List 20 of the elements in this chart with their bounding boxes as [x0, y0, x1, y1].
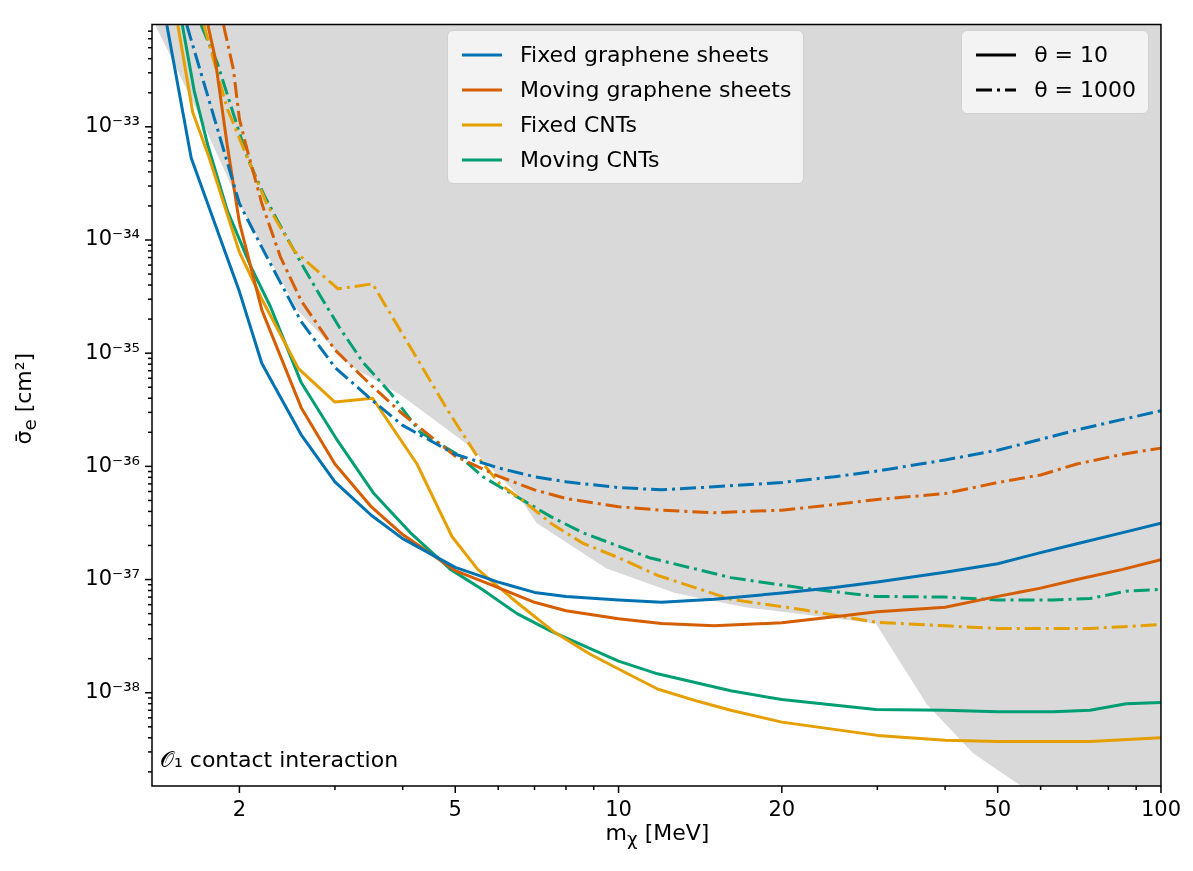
annotation: θ = 10: [1034, 42, 1108, 67]
x-tick-label: 5: [448, 797, 462, 822]
x-tick-label: 100: [1140, 797, 1182, 822]
y-tick-label: 10⁻³⁶: [85, 452, 140, 477]
x-axis-title: m$_{χ}$ [MeV]: [604, 820, 711, 850]
legend-label: Fixed graphene sheets: [520, 42, 769, 67]
y-tick-label: 10⁻³⁸: [85, 679, 140, 704]
legend-label: Fixed CNTs: [520, 112, 638, 137]
y-tick-label: 10⁻³⁵: [85, 339, 140, 364]
y-tick-label: 10⁻³³: [85, 113, 140, 138]
x-tick-label: 10: [605, 797, 632, 822]
x-tick-label: 2: [232, 797, 247, 822]
legend-label: Moving graphene sheets: [520, 77, 792, 102]
legend-label: Moving CNTs: [520, 147, 660, 172]
x-tick-label: 50: [984, 797, 1012, 822]
x-tick-label: 20: [768, 797, 796, 822]
y-tick-label: 10⁻³⁴: [85, 226, 140, 251]
annotation: θ = 1000: [1034, 77, 1136, 102]
y-tick-label: 10⁻³⁷: [85, 566, 140, 591]
annotation: 𝒪₁ contact interaction: [160, 747, 399, 772]
